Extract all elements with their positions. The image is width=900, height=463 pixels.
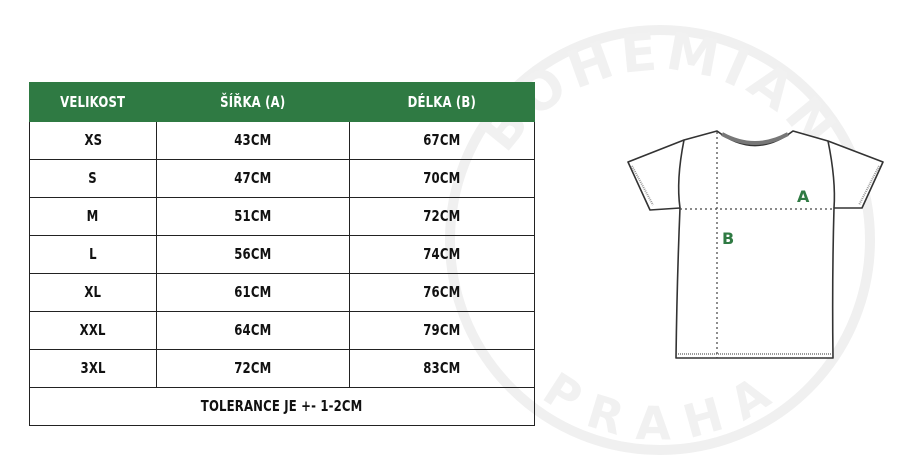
header-size: VELIKOST — [29, 82, 157, 122]
size-cell: 3XL — [29, 349, 157, 388]
tolerance-text: TOLERANCE JE +- 1-2CM — [201, 397, 363, 415]
table-row: XS 43CM 67CM — [29, 121, 535, 160]
tshirt-outline — [627, 130, 884, 359]
width-cell: 56CM — [155, 235, 351, 274]
tshirt-diagram: A B — [627, 130, 884, 359]
size-cell-value: L — [89, 245, 97, 263]
length-cell: 74CM — [349, 235, 535, 274]
length-cell: 83CM — [349, 349, 535, 388]
header-length: DÉLKA (B) — [349, 82, 535, 122]
label-a: A — [797, 187, 810, 206]
length-cell-value: 83CM — [423, 359, 461, 377]
width-cell: 51CM — [155, 197, 351, 236]
length-cell-value: 72CM — [423, 207, 461, 225]
length-cell: 70CM — [349, 159, 535, 198]
width-cell-value: 56CM — [234, 245, 272, 263]
header-size-label: VELIKOST — [60, 92, 126, 111]
width-cell: 43CM — [155, 121, 351, 160]
length-cell-value: 70CM — [423, 169, 461, 187]
size-cell-value: 3XL — [80, 359, 106, 377]
svg-text:PRAHA: PRAHA — [534, 362, 786, 451]
width-cell-value: 47CM — [234, 169, 272, 187]
size-cell: XXL — [29, 311, 157, 350]
length-cell: 76CM — [349, 273, 535, 312]
width-cell-value: 51CM — [234, 207, 272, 225]
table-row: S 47CM 70CM — [29, 159, 535, 198]
length-cell: 79CM — [349, 311, 535, 350]
table-row: XXL 64CM 79CM — [29, 311, 535, 350]
width-cell: 61CM — [155, 273, 351, 312]
table-header-row: VELIKOST ŠÍŘKA (A) DÉLKA (B) — [29, 82, 535, 122]
header-length-label: DÉLKA (B) — [408, 92, 477, 111]
size-cell: L — [29, 235, 157, 274]
watermark-bottom-text: PRAHA — [534, 362, 778, 451]
size-cell: M — [29, 197, 157, 236]
size-cell: XS — [29, 121, 157, 160]
label-b: B — [722, 229, 734, 248]
size-cell: S — [29, 159, 157, 198]
header-width-label: ŠÍŘKA (A) — [220, 92, 286, 111]
size-cell-value: XL — [84, 283, 102, 301]
size-table: VELIKOST ŠÍŘKA (A) DÉLKA (B) XS 43CM 67CM S… — [29, 82, 535, 426]
width-cell: 64CM — [155, 311, 351, 350]
size-cell-value: M — [87, 207, 99, 225]
size-cell-value: XXL — [79, 321, 106, 339]
length-cell-value: 79CM — [423, 321, 461, 339]
length-cell: 67CM — [349, 121, 535, 160]
width-cell: 47CM — [155, 159, 351, 198]
header-width: ŠÍŘKA (A) — [155, 82, 351, 122]
length-cell: 72CM — [349, 197, 535, 236]
width-cell-value: 72CM — [234, 359, 272, 377]
length-cell-value: 74CM — [423, 245, 461, 263]
tolerance-note: TOLERANCE JE +- 1-2CM — [29, 387, 535, 426]
table-row: XL 61CM 76CM — [29, 273, 535, 312]
size-cell: XL — [29, 273, 157, 312]
table-row: M 51CM 72CM — [29, 197, 535, 236]
size-cell-value: S — [88, 169, 98, 187]
width-cell: 72CM — [155, 349, 351, 388]
size-cell-value: XS — [84, 131, 102, 149]
table-row: L 56CM 74CM — [29, 235, 535, 274]
table-row: 3XL 72CM 83CM — [29, 349, 535, 388]
length-cell-value: 67CM — [423, 131, 461, 149]
width-cell-value: 64CM — [234, 321, 272, 339]
tolerance-row: TOLERANCE JE +- 1-2CM — [29, 387, 535, 426]
width-cell-value: 43CM — [234, 131, 272, 149]
length-cell-value: 76CM — [423, 283, 461, 301]
width-cell-value: 61CM — [234, 283, 272, 301]
